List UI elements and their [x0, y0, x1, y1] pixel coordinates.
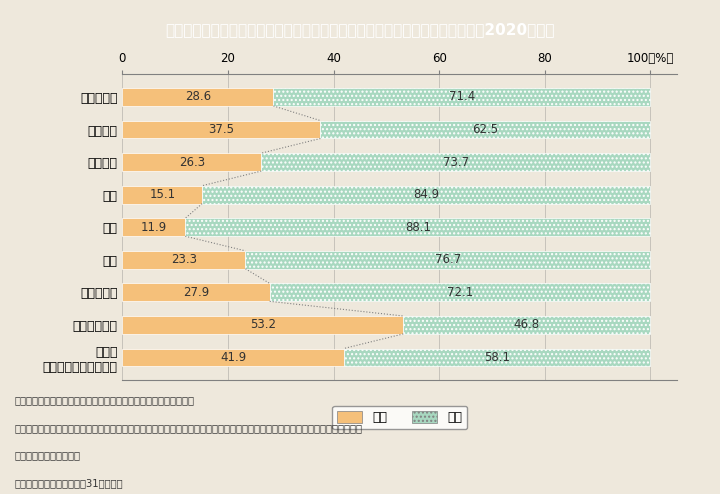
Text: 28.6: 28.6 [185, 90, 211, 103]
Text: 46.8: 46.8 [514, 319, 540, 331]
Bar [246, 251, 650, 269]
Bar [261, 153, 650, 171]
Text: 88.1: 88.1 [405, 221, 431, 234]
Bar [185, 218, 650, 236]
Text: 62.5: 62.5 [472, 123, 498, 136]
Bar [202, 186, 650, 204]
Bar [122, 349, 343, 367]
Text: 76.7: 76.7 [435, 253, 461, 266]
Text: ３．令和２年３月31日現在。: ３．令和２年３月31日現在。 [14, 478, 123, 488]
Bar [270, 284, 650, 301]
Legend: 女性, 男性: 女性, 男性 [332, 406, 467, 429]
Text: 15.1: 15.1 [149, 188, 176, 201]
Bar [122, 251, 246, 269]
Text: 26.3: 26.3 [179, 156, 205, 168]
Bar [122, 186, 202, 204]
Text: 41.9: 41.9 [220, 351, 246, 364]
Text: 53.2: 53.2 [250, 319, 276, 331]
Text: 37.5: 37.5 [208, 123, 235, 136]
Text: 72.1: 72.1 [447, 286, 473, 299]
Text: 23.3: 23.3 [171, 253, 197, 266]
Bar [343, 349, 650, 367]
Bar [274, 88, 650, 106]
Text: 71.4: 71.4 [449, 90, 475, 103]
Text: Ｉ－５－９図　専門分野別に見た大学等の研究本務者の男女別割合（令和２（2020）年）: Ｉ－５－９図 専門分野別に見た大学等の研究本務者の男女別割合（令和２（2020）… [166, 22, 554, 37]
Bar [122, 88, 274, 106]
Text: 73.7: 73.7 [443, 156, 469, 168]
Text: 27.9: 27.9 [183, 286, 210, 299]
Text: 用機関等。: 用機関等。 [14, 451, 81, 460]
Text: 11.9: 11.9 [140, 221, 167, 234]
Bar [122, 284, 270, 301]
Text: 84.9: 84.9 [413, 188, 439, 201]
Bar [122, 218, 185, 236]
Bar [122, 316, 403, 334]
Bar [403, 316, 650, 334]
Text: （備考）１．総務省「科学技術研究調査」（令和２年）より作成。: （備考）１．総務省「科学技術研究調査」（令和２年）より作成。 [14, 395, 194, 405]
Text: ２．「大学等」は，大学の学部（大学院の研究科を含む。），短期大学，高等専門学校，大学附置研究所及び大学共同利: ２．「大学等」は，大学の学部（大学院の研究科を含む。），短期大学，高等専門学校，… [14, 423, 362, 433]
Bar [122, 153, 261, 171]
Text: 58.1: 58.1 [484, 351, 510, 364]
Bar [320, 121, 650, 138]
Bar [122, 121, 320, 138]
